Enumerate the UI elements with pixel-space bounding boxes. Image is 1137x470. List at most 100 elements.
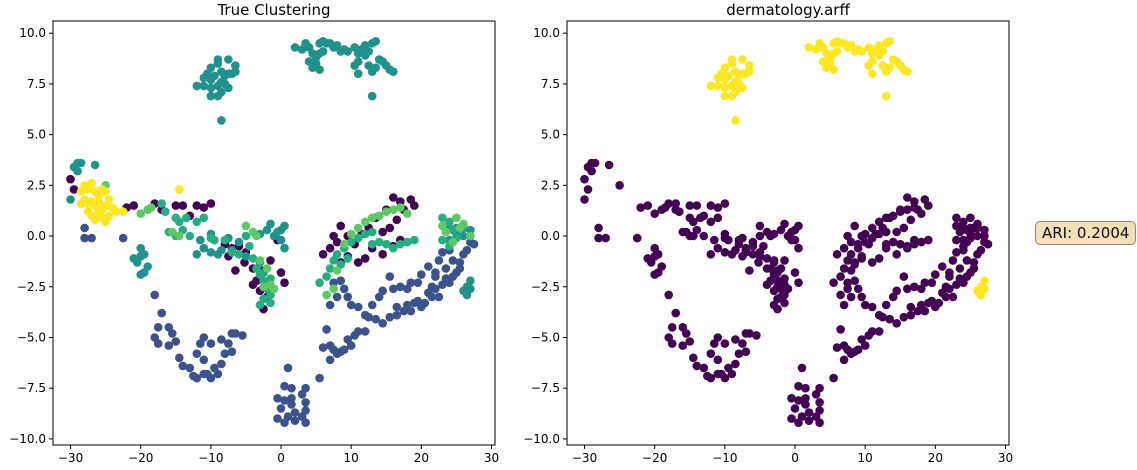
data-point	[903, 67, 912, 76]
data-point	[287, 394, 296, 403]
data-point	[843, 284, 852, 294]
data-point	[431, 284, 440, 294]
data-point	[881, 227, 891, 237]
data-point	[192, 250, 202, 259]
data-point	[850, 221, 859, 231]
data-point	[706, 250, 716, 259]
data-point	[389, 243, 398, 253]
data-point	[353, 302, 363, 312]
data-point	[776, 225, 786, 235]
data-point	[885, 37, 894, 46]
data-point	[832, 47, 842, 56]
data-point	[804, 43, 814, 52]
data-point	[888, 237, 898, 247]
x-tick-label: −30	[572, 451, 597, 465]
data-point	[424, 262, 433, 271]
plot-frame	[52, 20, 496, 446]
data-point	[367, 213, 377, 223]
data-point	[794, 418, 803, 428]
data-point	[745, 67, 754, 76]
data-point	[217, 116, 226, 125]
data-point	[980, 225, 989, 235]
data-point	[896, 239, 905, 249]
data-point	[839, 264, 849, 273]
data-point	[318, 47, 328, 56]
data-point	[385, 223, 395, 233]
data-point	[396, 282, 405, 292]
data-point	[685, 201, 695, 210]
data-point	[73, 166, 82, 176]
data-point	[332, 292, 342, 302]
data-point	[378, 227, 388, 237]
data-point	[685, 337, 695, 346]
data-point	[643, 254, 652, 263]
points-layer	[66, 37, 479, 428]
data-point	[396, 239, 405, 249]
data-point	[892, 227, 901, 237]
data-point	[280, 396, 289, 405]
data-point	[692, 361, 702, 371]
data-point	[860, 300, 870, 310]
data-point	[171, 337, 181, 346]
data-point	[797, 363, 807, 373]
data-point	[829, 65, 838, 74]
data-point	[881, 91, 891, 101]
data-point	[650, 209, 659, 218]
data-point	[417, 302, 426, 312]
data-point	[689, 217, 698, 227]
data-point	[234, 250, 244, 259]
data-point	[318, 250, 328, 259]
y-tick-label: 10.0	[19, 26, 46, 40]
data-point	[780, 274, 789, 283]
data-point	[150, 290, 159, 300]
data-point	[203, 369, 212, 379]
data-point	[367, 300, 377, 310]
data-point	[273, 394, 282, 403]
data-point	[745, 329, 754, 338]
data-point	[660, 203, 670, 212]
data-point	[192, 349, 202, 359]
data-point	[101, 217, 110, 227]
data-point	[853, 239, 863, 249]
data-point	[720, 248, 730, 257]
data-point	[301, 398, 310, 407]
data-point	[231, 67, 240, 76]
data-point	[241, 231, 251, 241]
data-point	[94, 197, 103, 206]
data-point	[980, 231, 989, 241]
data-point	[787, 414, 796, 423]
data-point	[867, 223, 877, 233]
data-point	[671, 199, 680, 208]
chart-title: True Clustering	[216, 1, 330, 19]
data-point	[755, 231, 765, 241]
data-point	[829, 278, 838, 288]
data-point	[881, 300, 891, 310]
data-point	[90, 160, 100, 170]
data-point	[969, 258, 979, 267]
data-point	[192, 373, 202, 383]
data-point	[389, 193, 398, 202]
data-point	[720, 199, 730, 208]
data-point	[910, 197, 919, 206]
data-point	[667, 323, 677, 332]
data-point	[706, 217, 716, 227]
data-point	[146, 203, 156, 212]
data-point	[664, 290, 673, 300]
data-point	[322, 272, 331, 281]
data-point	[66, 174, 75, 184]
data-point	[371, 63, 381, 72]
data-point	[955, 264, 965, 273]
data-point	[325, 355, 335, 365]
data-point	[459, 219, 468, 229]
data-point	[164, 341, 174, 350]
data-point	[192, 217, 202, 227]
data-point	[689, 353, 698, 363]
data-point	[780, 298, 789, 308]
data-point	[731, 116, 740, 125]
data-point	[931, 302, 940, 312]
data-point	[199, 81, 209, 91]
data-point	[353, 69, 363, 78]
data-point	[111, 207, 121, 216]
data-point	[273, 414, 282, 423]
